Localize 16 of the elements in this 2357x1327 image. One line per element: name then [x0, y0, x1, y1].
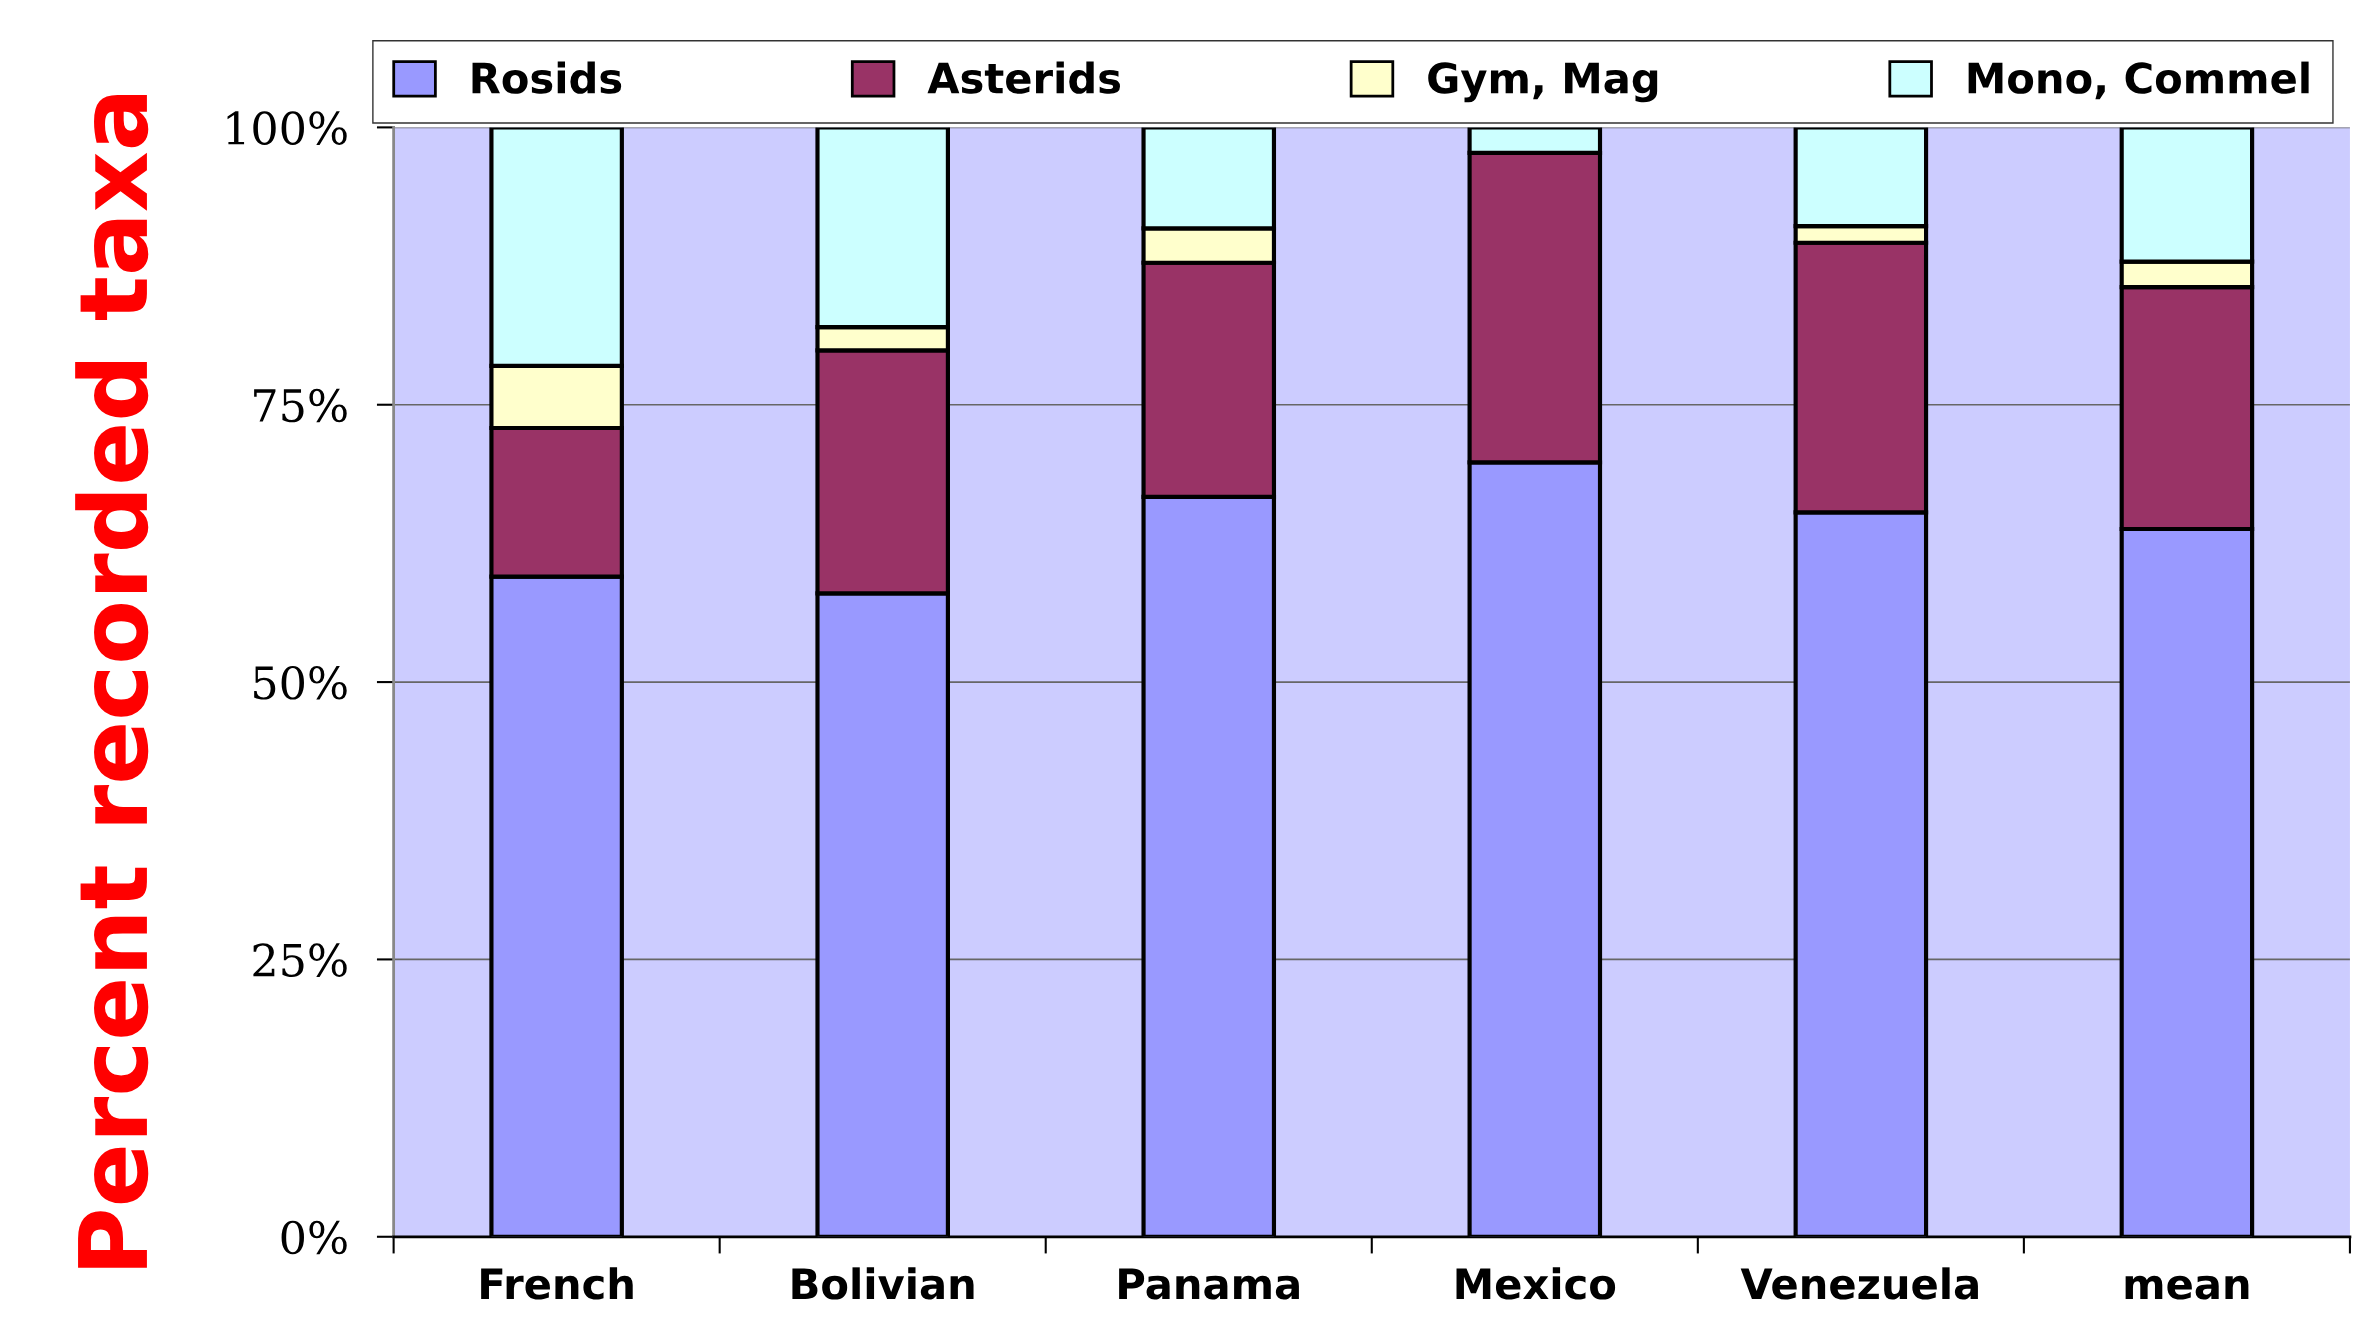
- x-tick-label: mean: [2125, 1275, 2249, 1300]
- y-tick-label: 100%: [227, 111, 347, 145]
- y-tick-label: 25%: [253, 943, 347, 977]
- y-tick-label: 0%: [281, 1220, 347, 1255]
- x-tick-label: Panama: [1119, 1268, 1299, 1300]
- y-tick-label: 50%: [254, 665, 347, 700]
- x-tick-label: French: [481, 1267, 633, 1300]
- x-tick-label: Bolivian: [792, 1267, 974, 1300]
- legend-label: Asterids: [927, 61, 1120, 94]
- x-tick-label: Mexico: [1456, 1267, 1616, 1300]
- legend-label: Mono, Commel: [1968, 61, 2309, 100]
- legend-label: Gym, Mag: [1428, 62, 1658, 103]
- legend-label: Rosids: [472, 61, 622, 94]
- y-tick-label: 75%: [254, 388, 347, 423]
- x-tick-label: Venezuela: [1740, 1267, 1978, 1300]
- y-axis-title: Percent recorded taxa: [75, 95, 149, 1268]
